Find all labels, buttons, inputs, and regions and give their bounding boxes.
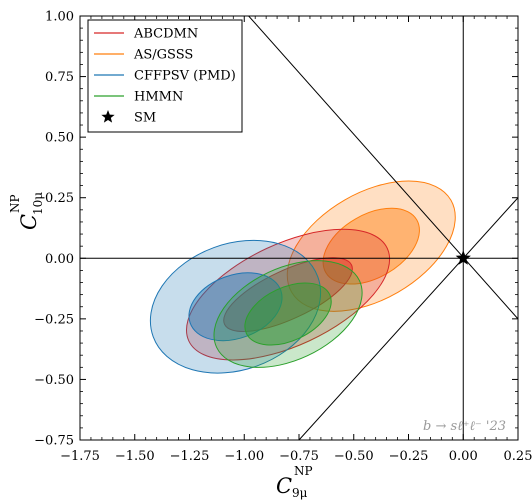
svg-text:9μ: 9μ [292,486,308,500]
contour-hmmn-1sigma [244,282,332,346]
reference-line-diagonal-2 [248,16,518,320]
y-tick-label: −0.25 [34,312,74,327]
x-tick-label: −1.00 [224,449,264,464]
x-tick-label: −0.25 [389,449,429,464]
contour-cffpsv-pmd-2sigma [149,239,322,374]
y-tick-label: −0.50 [34,373,74,388]
y-tick-label: −0.75 [34,434,74,449]
y-tick-label: 0.50 [45,131,74,146]
legend: ABCDMN AS/GSSS CFFPSV (PMD) HMMN SM [87,19,243,133]
legend-star-icon [101,110,115,123]
legend-label-sm: SM [134,111,156,126]
contour-abcdmn-2sigma [186,228,391,361]
svg-text:NP: NP [8,194,22,213]
contour-hmmn-2sigma [213,260,363,368]
svg-text:10μ: 10μ [31,192,45,215]
svg-text:C: C [276,474,292,498]
legend-label-hmmn: HMMN [134,90,183,105]
contour-abcdmn-1sigma [223,257,353,332]
reference-line-diagonal-3 [298,197,518,440]
contour-layer [149,180,456,374]
x-tick-label: 0.25 [504,449,532,464]
legend-label-cffpsv-pmd: CFFPSV (PMD) [134,69,236,84]
x-tick-label: 0.00 [449,449,478,464]
sm-point-marker [455,250,471,265]
legend-label-as-gsss: AS/GSSS [133,48,193,63]
sm-marker-layer [455,250,471,265]
x-tick-label: −1.50 [115,449,155,464]
y-tick-label: 0.00 [45,252,74,267]
axis-ticks: −1.75 −1.50 −1.25 −1.00 −0.75 −0.50 −0.25 0.00 0… [34,10,532,465]
legend-label-abcdmn: ABCDMN [133,27,198,42]
legend-box [87,19,243,133]
x-tick-label: −0.50 [334,449,374,464]
x-axis-label: C NP 9μ [276,464,313,500]
y-tick-label: 1.00 [45,10,74,25]
y-tick-label: 0.25 [45,191,74,206]
y-axis-label: C NP 10μ [8,192,45,230]
contour-as-gsss-2sigma [286,180,456,312]
svg-text:NP: NP [294,464,313,478]
svg-text:C: C [17,214,41,230]
x-tick-label: −0.75 [279,449,319,464]
contour-cffpsv-pmd-1sigma [188,272,283,342]
x-tick-label: −1.25 [170,449,210,464]
reference-lines [80,16,518,440]
x-tick-label: −1.75 [60,449,100,464]
annotation: b → sℓ⁺ℓ⁻ '23 [423,419,506,434]
y-tick-label: 0.75 [45,70,74,85]
